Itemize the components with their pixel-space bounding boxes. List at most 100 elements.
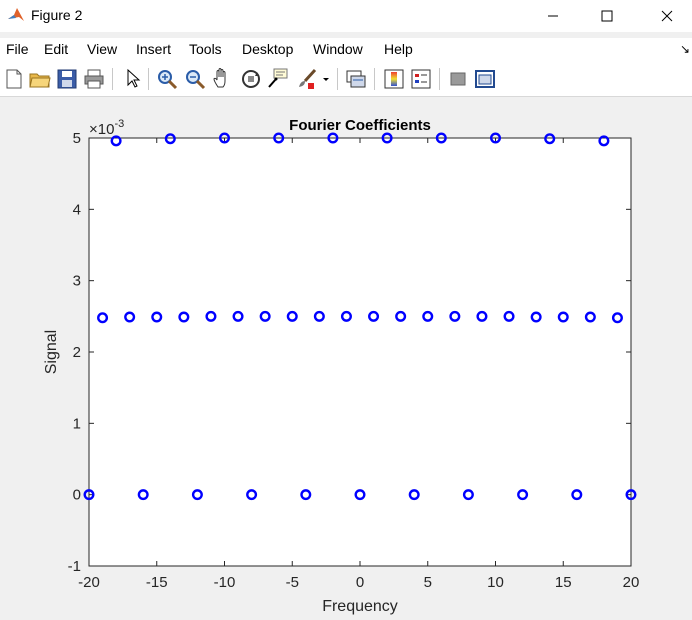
menu-file[interactable]: File	[6, 41, 29, 57]
data-point	[408, 489, 420, 501]
x-tick-label: 20	[623, 574, 640, 591]
data-point	[435, 132, 447, 144]
x-tick-label: -10	[214, 574, 236, 591]
new-figure-icon[interactable]	[2, 67, 26, 91]
toolbar-separator	[148, 68, 149, 90]
data-point	[517, 489, 529, 501]
axes-box	[88, 137, 632, 567]
data-point	[218, 132, 230, 144]
x-tick-label: 0	[356, 574, 364, 591]
minimize-icon	[548, 15, 558, 17]
toolbar-separator	[374, 68, 375, 90]
close-button[interactable]	[644, 0, 690, 32]
data-point	[340, 310, 352, 322]
data-point	[557, 311, 569, 323]
data-point	[313, 310, 325, 322]
y-tick-label: 5	[73, 130, 81, 147]
open-file-icon[interactable]	[28, 67, 52, 91]
data-point	[164, 133, 176, 145]
data-point	[246, 489, 258, 501]
menu-window[interactable]: Window	[313, 41, 363, 57]
show-plot-tools-icon[interactable]	[473, 67, 497, 91]
zoom-in-icon[interactable]	[155, 67, 179, 91]
data-point	[327, 132, 339, 144]
rotate-3d-icon[interactable]	[239, 67, 263, 91]
print-icon[interactable]	[82, 67, 106, 91]
brush-dropdown-icon[interactable]	[320, 67, 332, 91]
data-point	[259, 310, 271, 322]
data-point	[462, 489, 474, 501]
y-tick-label: 0	[73, 487, 81, 504]
data-point	[503, 310, 515, 322]
x-tick-label: 5	[424, 574, 432, 591]
data-point	[97, 312, 109, 324]
pointer-icon[interactable]	[120, 67, 144, 91]
data-point	[273, 132, 285, 144]
data-point	[571, 489, 583, 501]
x-tick-label: -20	[78, 574, 100, 591]
y-axis-label: Signal	[43, 330, 60, 374]
maximize-button[interactable]	[584, 0, 630, 32]
data-point	[395, 310, 407, 322]
chart-title: Fourier Coefficients	[289, 117, 431, 134]
data-point	[83, 489, 95, 501]
figure-toolbar	[0, 62, 692, 97]
brush-icon[interactable]	[295, 67, 319, 91]
y-axis-exponent: ×10-3	[89, 118, 124, 138]
data-point	[124, 311, 136, 323]
x-tick-label: -5	[286, 574, 299, 591]
toolbar-separator	[112, 68, 113, 90]
data-point	[625, 489, 637, 501]
y-tick-label: 2	[73, 344, 81, 361]
data-point	[354, 489, 366, 501]
figure-canvas: -20 -15 -10 -5 0 5 10 15 20 -1 0 1 2 3 4 5 Fourier Coef…	[0, 97, 692, 620]
x-tick-label: 10	[487, 574, 504, 591]
colorbar-icon[interactable]	[382, 67, 406, 91]
data-point	[544, 133, 556, 145]
minimize-button[interactable]	[530, 0, 576, 32]
menu-edit[interactable]: Edit	[44, 41, 69, 57]
data-point	[300, 489, 312, 501]
menu-desktop[interactable]: Desktop	[242, 41, 294, 57]
data-point	[368, 310, 380, 322]
link-plot-icon[interactable]	[344, 67, 368, 91]
data-point	[191, 489, 203, 501]
legend-icon[interactable]	[409, 67, 433, 91]
menu-insert[interactable]: Insert	[136, 41, 172, 57]
data-point	[137, 489, 149, 501]
y-tick-label: -1	[68, 558, 81, 575]
y-tick-label: 3	[73, 273, 81, 290]
data-point	[490, 132, 502, 144]
pan-hand-icon[interactable]	[211, 67, 235, 91]
data-point	[598, 135, 610, 147]
maximize-icon	[601, 10, 613, 22]
toolbar-separator	[337, 68, 338, 90]
x-axis-label: Frequency	[322, 598, 398, 615]
data-point	[449, 310, 461, 322]
data-point	[232, 310, 244, 322]
data-point	[286, 310, 298, 322]
x-tick-label: 15	[555, 574, 572, 591]
data-point	[178, 311, 190, 323]
menu-help[interactable]: Help	[384, 41, 413, 57]
data-point	[110, 135, 122, 147]
data-point	[381, 132, 393, 144]
menu-view[interactable]: View	[87, 41, 118, 57]
x-tick-label: -15	[146, 574, 168, 591]
save-icon[interactable]	[55, 67, 79, 91]
data-point	[584, 311, 596, 323]
hide-plot-tools-icon[interactable]	[446, 67, 470, 91]
data-point	[151, 311, 163, 323]
zoom-out-icon[interactable]	[183, 67, 207, 91]
data-point	[205, 310, 217, 322]
y-tick-label: 4	[73, 201, 81, 218]
title-bar: Figure 2	[0, 0, 692, 32]
data-cursor-icon[interactable]	[266, 67, 290, 91]
data-point	[611, 312, 623, 324]
menu-dock-arrow-icon[interactable]: ↘	[679, 42, 690, 56]
close-icon	[661, 10, 673, 22]
data-point	[476, 310, 488, 322]
menu-tools[interactable]: Tools	[189, 41, 222, 57]
toolbar-separator	[439, 68, 440, 90]
